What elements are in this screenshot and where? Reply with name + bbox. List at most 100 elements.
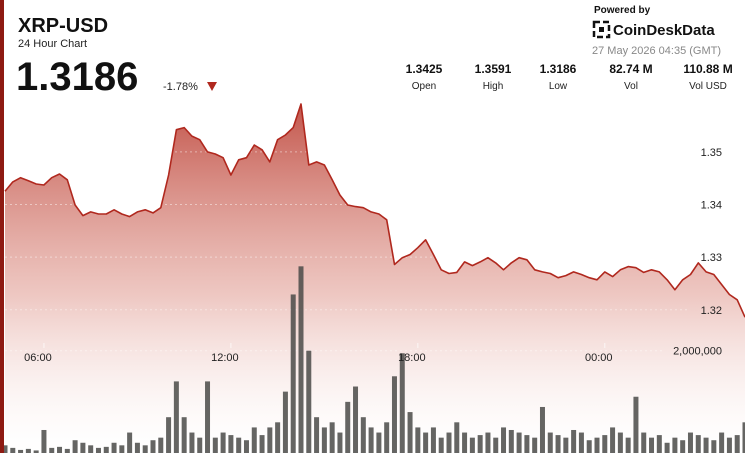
stat-value: 1.3186 (540, 62, 577, 76)
title: XRP-USD (18, 15, 108, 37)
volume-bar (532, 437, 538, 453)
volume-bar (80, 442, 86, 453)
stat-value: 110.88 M (683, 62, 732, 76)
volume-bar (687, 432, 693, 453)
volume-bar (376, 432, 382, 453)
volume-bar (586, 440, 592, 453)
volume-bar (329, 422, 335, 453)
volume-bar (415, 427, 421, 453)
volume-bar (625, 437, 631, 453)
volume-bar (282, 391, 288, 453)
volume-bar (485, 432, 491, 453)
volume-bar (345, 401, 351, 453)
y2-tick-label: 2,000,000 (673, 346, 722, 358)
volume-bar (430, 427, 436, 453)
volume-bar (368, 427, 374, 453)
volume-bar (236, 437, 242, 453)
y-tick-label: 1.35 (701, 147, 722, 159)
volume-bar (306, 350, 312, 453)
price: 1.3186 (16, 55, 138, 99)
volume-bar (243, 440, 249, 453)
volume-bar (407, 412, 413, 453)
volume-bar (212, 437, 218, 453)
volume-bar (438, 437, 444, 453)
volume-bar (578, 432, 584, 453)
volume-bar (641, 432, 647, 453)
volume-bar (726, 437, 732, 453)
volume-bar (290, 294, 296, 453)
volume-bar (353, 386, 359, 453)
volume-bar (251, 427, 257, 453)
volume-bar (220, 432, 226, 453)
volume-bar (695, 435, 701, 453)
volume-bar (2, 445, 8, 453)
x-tick-label: 06:00 (24, 352, 52, 364)
volume-bar (571, 429, 577, 453)
volume-bar (337, 432, 343, 453)
volume-bar (454, 422, 460, 453)
powered-by: Powered by (594, 5, 651, 16)
volume-bar (446, 432, 452, 453)
volume-bar (49, 447, 55, 453)
volume-bar (742, 422, 745, 453)
volume-bar (259, 435, 265, 453)
volume-bar (25, 448, 31, 453)
volume-bar (594, 437, 600, 453)
volume-bar (267, 427, 273, 453)
volume-bar (633, 396, 639, 453)
subtitle: 24 Hour Chart (18, 38, 87, 50)
volume-bar (119, 445, 125, 453)
volume-bar (321, 427, 327, 453)
brand: CoinDeskData (613, 22, 715, 39)
volume-bar (656, 435, 662, 453)
x-tick-label: 12:00 (211, 352, 239, 364)
volume-bar (189, 432, 195, 453)
plot-area: 1.35 1.34 1.33 1.32 2,000,000 06:00 12:00 18:00… (2, 103, 745, 453)
volume-bar (649, 437, 655, 453)
stat-label: High (483, 81, 504, 92)
volume-bar (555, 435, 561, 453)
x-tick-label: 18:00 (398, 352, 426, 364)
volume-bar (314, 417, 320, 453)
x-tick-label: 00:00 (585, 352, 613, 364)
stat-value: 1.3591 (475, 62, 512, 76)
stat-label: Vol (624, 81, 638, 92)
volume-bar (469, 437, 475, 453)
volume-bar (275, 422, 281, 453)
volume-bar (111, 442, 117, 453)
y-tick-label: 1.32 (701, 305, 722, 317)
volume-bar (150, 440, 156, 453)
volume-bar (127, 432, 133, 453)
volume-bar (462, 432, 468, 453)
volume-bar (672, 437, 678, 453)
volume-bar (719, 432, 725, 453)
volume-bar (142, 445, 148, 453)
volume-bar (166, 417, 172, 453)
y-tick-label: 1.34 (701, 200, 722, 212)
volume-bar (228, 435, 234, 453)
volume-bar (158, 437, 164, 453)
volume-bar (680, 440, 686, 453)
stat-label: Low (549, 81, 568, 92)
y-tick-label: 1.33 (701, 252, 722, 264)
accent-bar (0, 0, 4, 453)
volume-bar (173, 381, 179, 453)
volume-bar (18, 449, 24, 453)
volume-bar (360, 417, 366, 453)
volume-bar (610, 427, 616, 453)
stat-value: 82.74 M (609, 62, 652, 76)
volume-bar (703, 437, 709, 453)
volume-bar (508, 429, 514, 453)
volume-bar (477, 435, 483, 453)
volume-bar (103, 446, 109, 453)
volume-bar (197, 437, 203, 453)
volume-bar (617, 432, 623, 453)
down-arrow (207, 82, 217, 91)
volume-bar (57, 446, 63, 453)
volume-bar (134, 442, 140, 453)
stat-label: Vol USD (689, 81, 727, 92)
volume-bar (602, 435, 608, 453)
volume-bar (95, 447, 101, 453)
volume-bar (298, 266, 304, 453)
